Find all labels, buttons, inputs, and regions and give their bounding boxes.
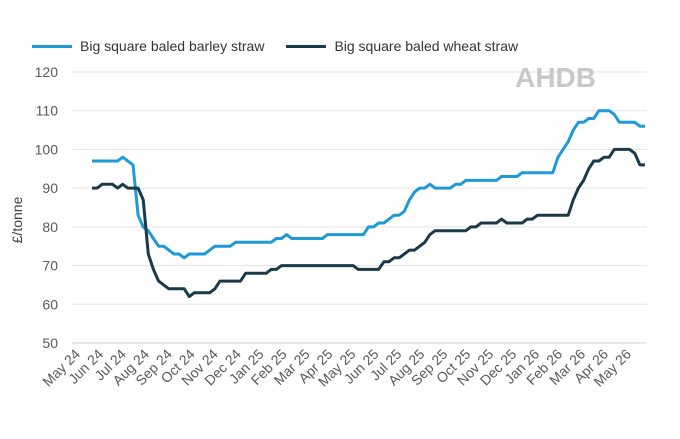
legend-item-wheat: Big square baled wheat straw <box>286 38 518 54</box>
legend-swatch-barley <box>32 44 72 48</box>
series-line-barley <box>92 109 645 260</box>
y-tick-label: 90 <box>42 180 58 196</box>
legend: Big square baled barley straw Big square… <box>32 38 518 54</box>
legend-label-barley: Big square baled barley straw <box>80 38 265 54</box>
y-tick-label: 80 <box>42 219 58 235</box>
legend-swatch-wheat <box>286 44 327 48</box>
ahdb-logo: AHDB <box>515 62 596 93</box>
y-tick-label: 60 <box>42 296 58 312</box>
y-tick-label: 50 <box>42 335 58 351</box>
y-axis-label: £/tonne <box>9 196 25 243</box>
gridlines <box>72 71 647 344</box>
y-tick-label: 100 <box>35 141 59 157</box>
series-layer <box>92 109 645 298</box>
series-line-wheat <box>92 147 645 298</box>
y-axis-ticks: 50 60 70 80 90 100 110 120 <box>35 64 59 351</box>
legend-label-wheat: Big square baled wheat straw <box>334 38 519 54</box>
y-tick-label: 70 <box>42 258 58 274</box>
y-tick-label: 120 <box>35 64 59 80</box>
y-tick-label: 110 <box>36 103 59 119</box>
legend-item-barley: Big square baled barley straw <box>32 38 264 54</box>
